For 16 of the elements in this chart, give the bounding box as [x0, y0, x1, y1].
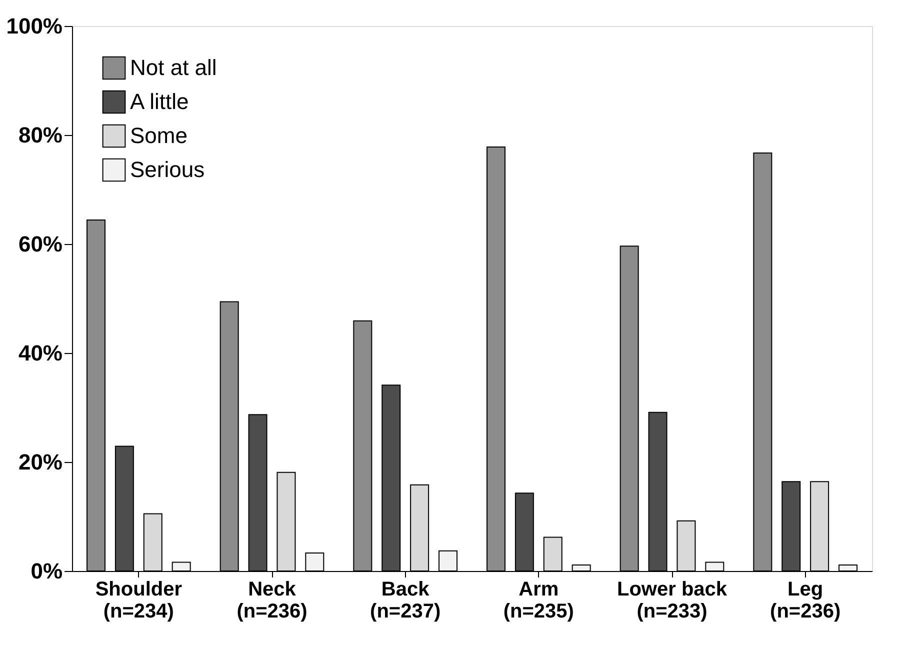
y-tick-label: 0% [30, 558, 62, 584]
y-tick-label: 60% [18, 232, 62, 256]
legend-label: Serious [130, 157, 205, 182]
legend-label: Not at all [130, 55, 217, 80]
x-tick-label: Neck (n=236) [236, 578, 308, 622]
y-tick-label: 40% [18, 340, 62, 366]
y-tick-label: 20% [18, 450, 62, 474]
legend-label: A little [130, 89, 189, 114]
x-tick-label: Arm (n=235) [503, 578, 574, 622]
x-tick-label: Back (n=237) [370, 578, 441, 622]
x-tick-label: Leg (n=236) [770, 578, 841, 622]
legend-label: Some [130, 123, 188, 148]
x-tick-label: Shoulder (n=234) [95, 578, 182, 622]
y-tick-label: 80% [18, 122, 62, 148]
y-tick-label: 100% [6, 14, 62, 38]
x-tick-label: Lower back (n=233) [616, 578, 728, 622]
